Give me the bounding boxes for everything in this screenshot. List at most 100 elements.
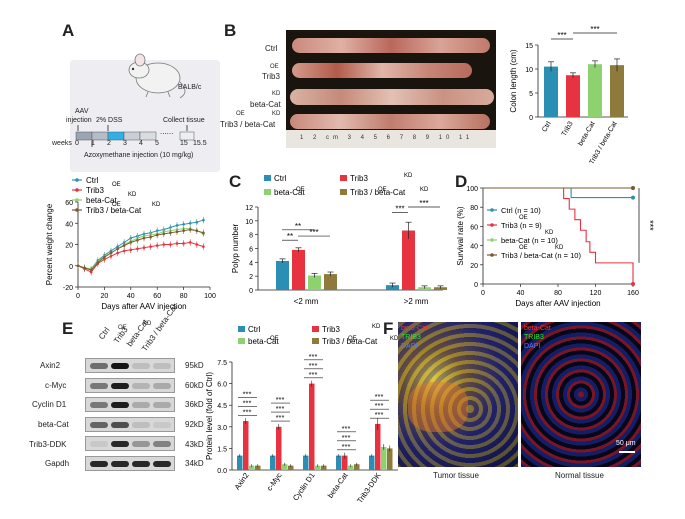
- tumor-caption: Tumor tissue: [433, 471, 479, 480]
- blot-protein-cyclind1: Cyclin D1: [32, 400, 67, 409]
- polyp-bar: [292, 249, 305, 290]
- protein-legend-sup-oe2: OE: [348, 336, 357, 342]
- polyp-significance: ***: [419, 199, 428, 208]
- survival-legend-sup-kd2: KD: [555, 245, 564, 251]
- survival-xlabel: Days after AAV injection: [515, 299, 600, 308]
- weight-point: [76, 264, 80, 268]
- polyp-legend-sup-kd: KD: [404, 173, 413, 179]
- colon-ytick-label: 0: [529, 115, 533, 122]
- blot-protein-betacat: beta-Cat: [38, 420, 69, 429]
- survival-legend-marker: [490, 223, 494, 227]
- colon-row-betacat-sup: KD: [272, 91, 281, 97]
- polyp-legend-label: Ctrl: [274, 174, 287, 183]
- survival-series-line: [483, 187, 634, 284]
- blot-size-trib3ddk: 43kD: [185, 440, 204, 449]
- week-15-5: 15.5: [193, 140, 207, 147]
- scale-bar: [619, 451, 635, 453]
- weight-point: [149, 235, 152, 239]
- blot-band: [90, 363, 108, 369]
- protein-bar: [369, 455, 375, 470]
- colon-length-chart: 0 5 10 15 Colon length (cm) Ctrl Trib3 beta-Cat…: [509, 25, 628, 166]
- blot-band: [111, 382, 129, 389]
- protein-legend-sup-kd: KD: [372, 324, 381, 330]
- protein-bar: [315, 465, 321, 470]
- colon-ylabel: Colon length (cm): [509, 49, 518, 112]
- tumor-label-trib3: TRIB3: [401, 334, 421, 341]
- blot-band: [90, 441, 108, 447]
- blot-size-cyclind1: 36kD: [185, 400, 204, 409]
- colon-trib3: [292, 63, 472, 78]
- weight-point: [175, 230, 179, 234]
- colon-bar: [610, 65, 624, 117]
- protein-bar: [276, 426, 282, 470]
- lane-ctrl: Ctrl: [97, 325, 112, 342]
- blot-band: [132, 421, 150, 428]
- protein-significance: ***: [309, 352, 318, 361]
- protein-category-label: Cyclin D1: [291, 471, 317, 502]
- polyp-bar: [276, 260, 289, 290]
- blot-band: [132, 382, 150, 389]
- protein-legend-swatch: [238, 338, 245, 344]
- protein-ytick-label: 0.0: [217, 468, 227, 475]
- polyp-significance: **: [287, 232, 293, 241]
- colon-ctrl: [292, 38, 490, 53]
- weight-point: [188, 241, 192, 244]
- normal-tissue-image: beta-Cat TRIB3 DAPI 50 μm: [521, 322, 641, 467]
- timeline: [75, 125, 195, 147]
- colon-row-betacat: beta-Cat: [250, 100, 281, 109]
- protein-category-label: c-Myc: [265, 471, 284, 493]
- weight-ylabel: Percent weight change: [45, 203, 54, 285]
- panel-label-c: C: [229, 172, 242, 191]
- weight-xtick-label: 80: [180, 293, 188, 300]
- colon-category-label: beta-Cat: [577, 120, 597, 147]
- week-0: 0: [75, 140, 79, 147]
- scale-bar-label: 50 μm: [616, 440, 636, 447]
- weight-point: [103, 255, 106, 259]
- polyp-ytick-label: 12: [245, 205, 253, 212]
- polyp-ytick-label: 8: [249, 233, 253, 240]
- weight-point: [155, 244, 159, 247]
- protein-ytick-label: 1.5: [217, 446, 227, 453]
- polyp-bar: [324, 274, 337, 290]
- protein-legend-swatch: [312, 338, 319, 344]
- blot-band: [90, 421, 108, 428]
- survival-series-line: [483, 187, 633, 199]
- tumor-label-betacat: beta-Cat: [401, 325, 428, 332]
- blot-size-betacat: 92kD: [185, 420, 204, 429]
- weight-point: [202, 231, 205, 235]
- protein-category-label: Axin2: [233, 471, 251, 492]
- western-blot: [85, 358, 175, 474]
- protein-significance: ***: [375, 410, 384, 419]
- blot-protein-cmyc: c-Myc: [45, 381, 67, 390]
- survival-xtick-label: 40: [517, 290, 525, 297]
- weight-point: [129, 248, 133, 252]
- weight-legend-marker: [75, 208, 79, 212]
- collect-tissue-label: Collect tissue: [163, 117, 205, 124]
- blot-band: [132, 441, 150, 447]
- panel-label-d: D: [455, 172, 468, 191]
- blot-band: [153, 382, 171, 389]
- blot-band: [111, 441, 129, 447]
- survival-legend-label: Trib3 / beta-Cat (n = 10): [501, 251, 581, 260]
- polyp-legend-swatch: [340, 189, 347, 195]
- weight-xtick-label: 40: [127, 293, 135, 300]
- protein-significance: ***: [375, 401, 384, 410]
- blot-band: [153, 441, 171, 447]
- survival-end-marker: [631, 282, 635, 286]
- colon-category-label: Trib3: [561, 120, 575, 137]
- survival-xtick-label: 160: [627, 290, 639, 297]
- protein-significance: ***: [342, 442, 351, 451]
- mouse-icon: [128, 53, 186, 99]
- protein-bar: [303, 455, 309, 470]
- protein-significance: ***: [243, 398, 252, 407]
- panel-a-schematic: BALB/c: [70, 40, 220, 172]
- protein-legend-swatch: [312, 326, 319, 332]
- tumor-tissue-image: beta-Cat TRIB3 DAPI: [398, 322, 518, 467]
- timeline-dots: ......: [160, 127, 174, 136]
- weight-point: [188, 228, 192, 231]
- week-5: 5: [155, 140, 159, 147]
- polyp-ytick-label: 10: [245, 219, 253, 226]
- ruler-label: 1 2 cm 3 4 5 6 7 8 9 10 11: [300, 135, 474, 141]
